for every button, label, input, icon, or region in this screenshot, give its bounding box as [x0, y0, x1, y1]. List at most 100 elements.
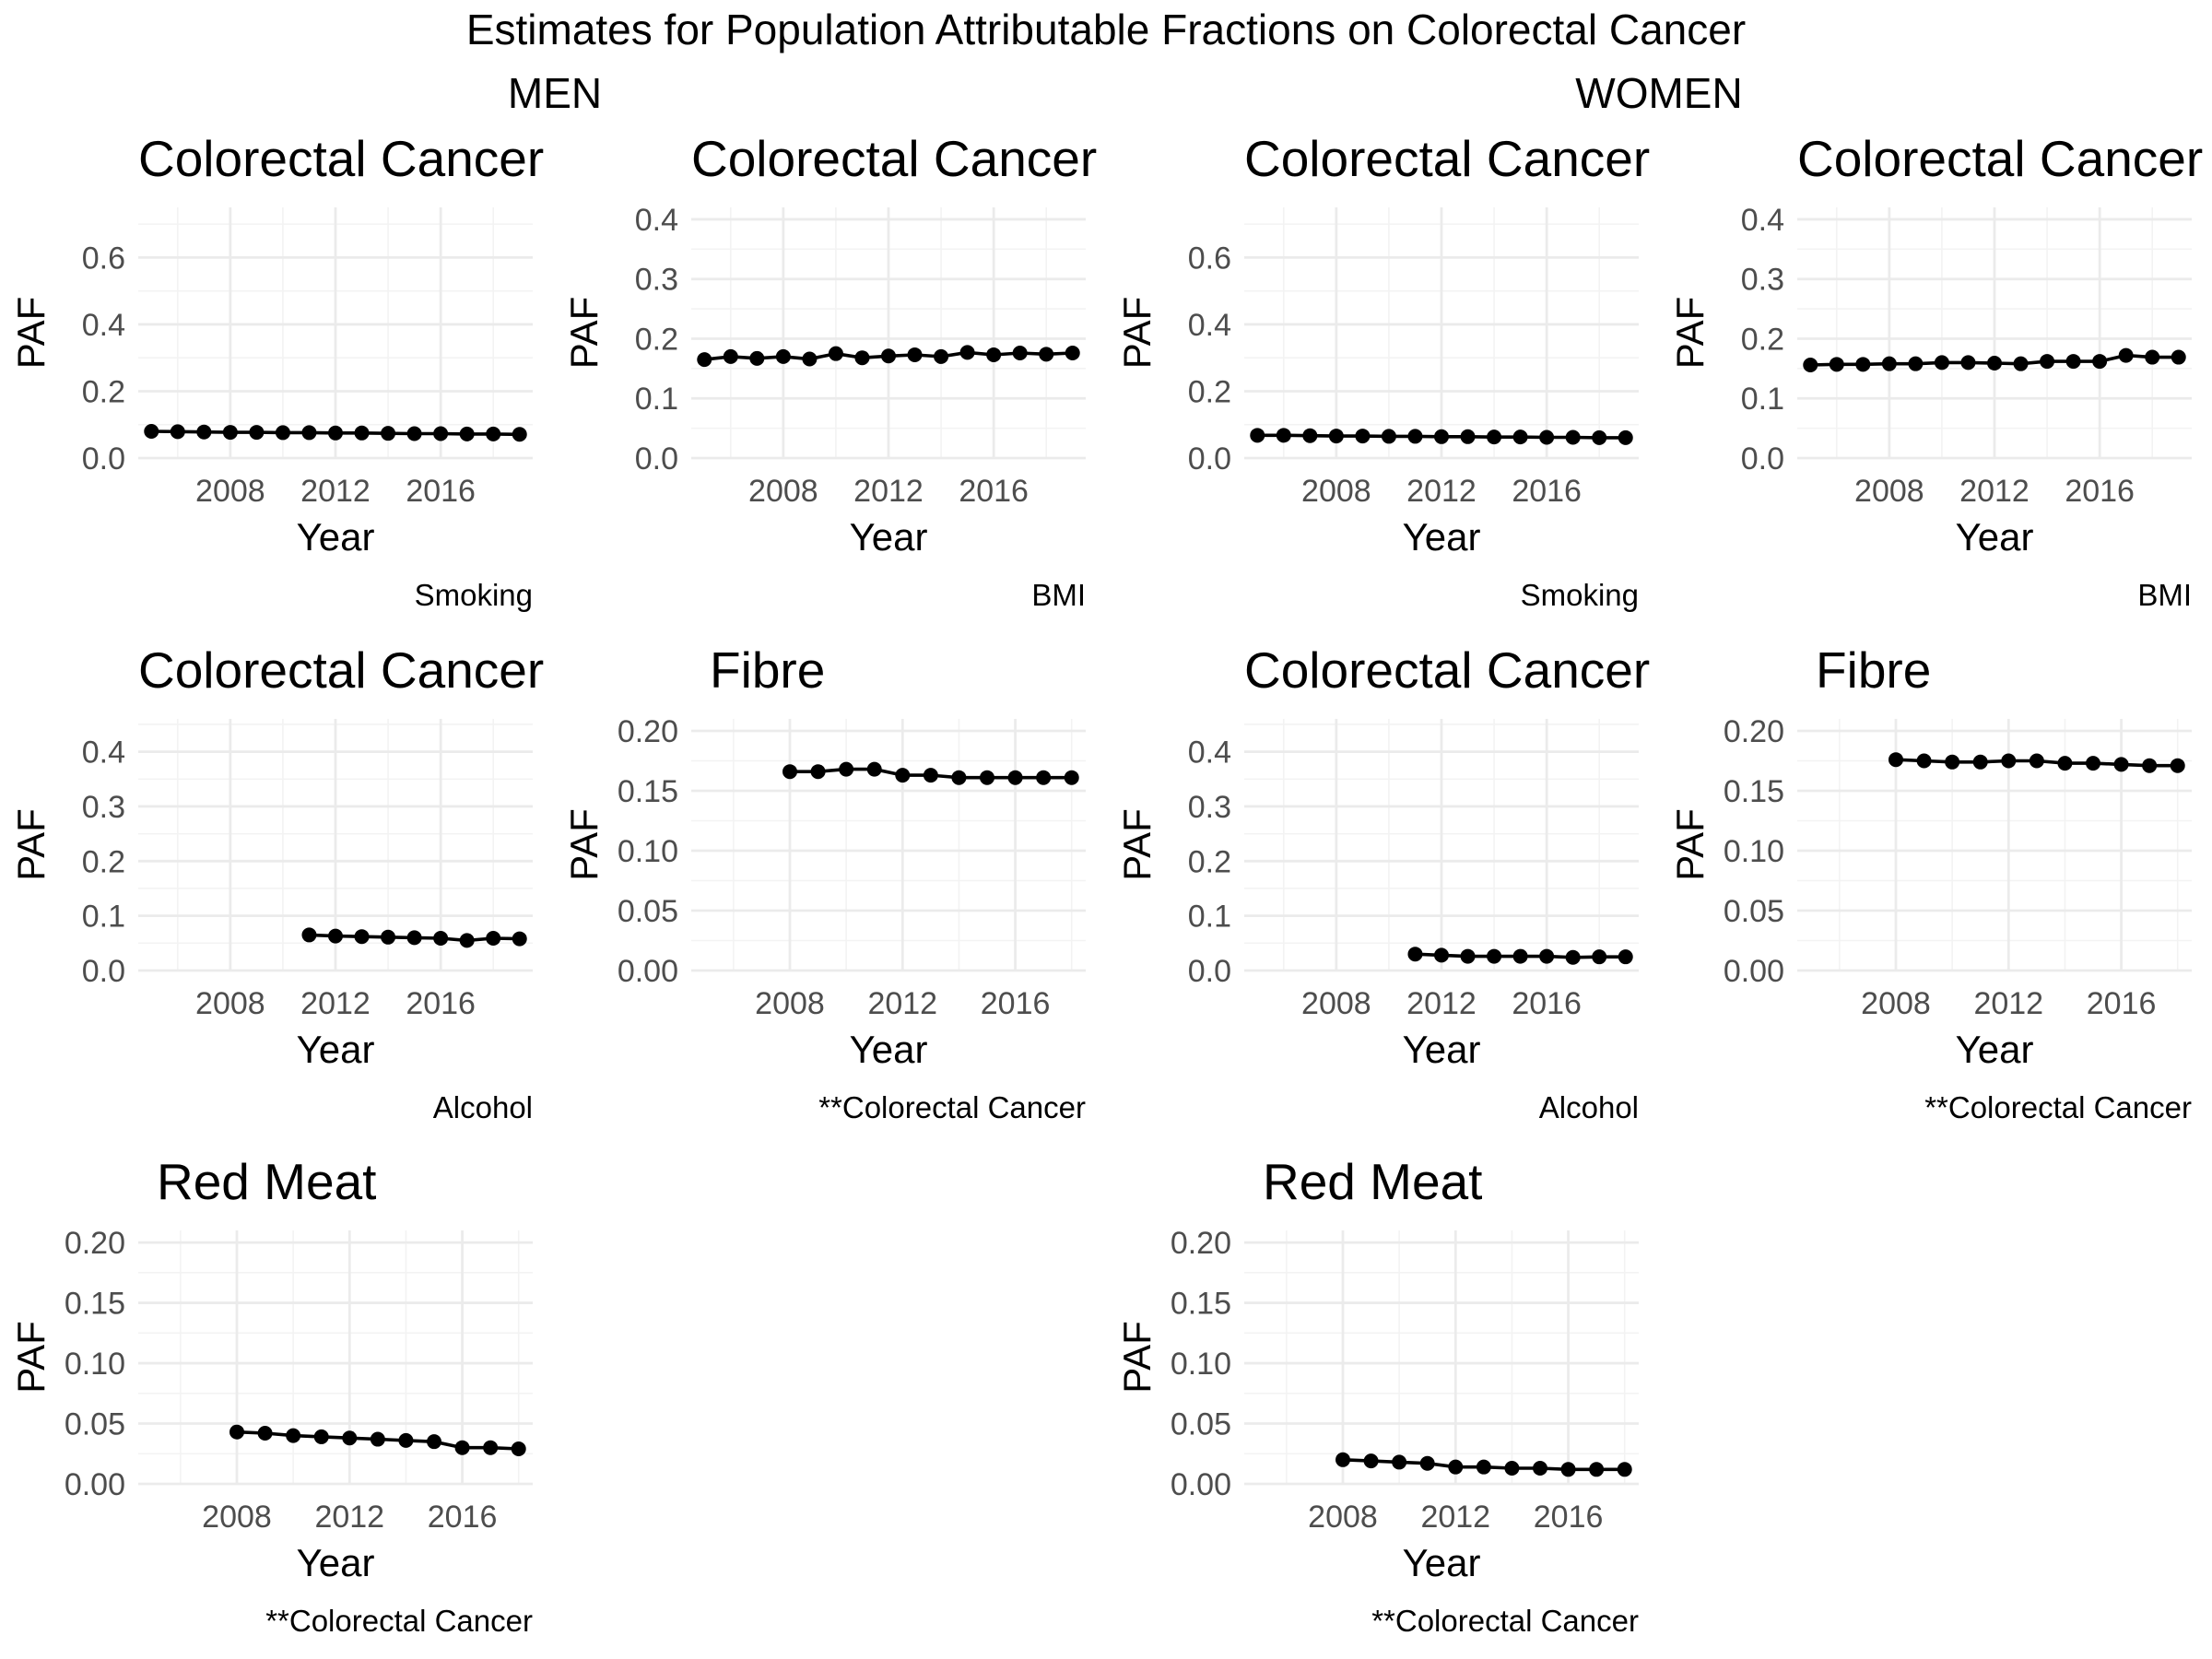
x-tick-label: 2008	[195, 474, 265, 509]
data-point	[1589, 1462, 1605, 1477]
y-axis-label: PAF	[1668, 297, 1712, 370]
y-tick-label: 0.20	[1171, 1226, 1231, 1261]
data-point	[1065, 346, 1080, 361]
data-point	[406, 930, 422, 946]
data-point	[1829, 357, 1844, 372]
data-point	[854, 350, 870, 366]
y-tick-label: 0.20	[1724, 714, 1784, 749]
data-point	[512, 427, 527, 442]
panel-7: 0.0 0.1 0.2 0.3 0.4 2008 2012 2016 Colorectal Ca…	[1115, 641, 1650, 1124]
x-tick-label: 2016	[959, 474, 1029, 509]
data-point	[459, 426, 475, 441]
panel-title: Fibre	[710, 641, 825, 699]
panel-10: 0.00 0.05 0.10 0.15 0.20 2008 2012 2016 Red Meat…	[1115, 1153, 1639, 1638]
data-point	[1487, 948, 1502, 964]
x-axis-label: Year	[850, 1028, 928, 1071]
panel-caption: Smoking	[415, 578, 533, 612]
panel-caption: BMI	[1031, 578, 1086, 612]
data-point	[512, 931, 527, 947]
data-point	[1539, 429, 1555, 445]
x-tick-label: 2008	[195, 986, 265, 1021]
y-tick-label: 0.2	[82, 844, 125, 879]
x-tick-label: 2016	[406, 986, 476, 1021]
data-point	[328, 425, 343, 441]
y-tick-label: 0.1	[1188, 900, 1231, 935]
data-point	[433, 426, 449, 441]
x-tick-label: 2012	[1420, 1500, 1490, 1535]
data-point	[2171, 349, 2186, 365]
x-axis-label: Year	[1956, 515, 2034, 559]
women-group-label: WOMEN	[1575, 69, 1742, 117]
data-point	[2013, 356, 2029, 371]
y-tick-label: 0.2	[635, 322, 678, 357]
y-tick-label: 0.2	[1188, 374, 1231, 409]
data-point	[1407, 429, 1423, 444]
data-point	[1250, 428, 1265, 443]
data-point	[1592, 949, 1607, 965]
panel-8: 0.00 0.05 0.10 0.15 0.20 2008 2012 2016 Fibre Yea…	[1668, 641, 2192, 1124]
y-tick-label: 0.6	[82, 241, 125, 276]
data-point	[1036, 770, 1052, 785]
x-tick-label: 2012	[314, 1500, 384, 1535]
y-tick-label: 0.2	[82, 374, 125, 409]
y-axis-label: PAF	[1668, 808, 1712, 881]
data-point	[1302, 428, 1318, 443]
y-axis-label: PAF	[9, 808, 53, 881]
data-point	[1960, 355, 1976, 371]
y-axis-label: PAF	[1115, 808, 1159, 881]
data-point	[1916, 753, 1932, 769]
x-tick-label: 2012	[867, 986, 937, 1021]
data-point	[1972, 754, 1988, 770]
data-point	[1934, 355, 1949, 371]
data-point	[257, 1426, 273, 1441]
data-point	[1987, 356, 2002, 371]
data-point	[301, 927, 317, 943]
y-tick-label: 0.15	[1724, 774, 1784, 809]
x-tick-label: 2008	[1301, 474, 1371, 509]
panel-title: Colorectal Cancer	[691, 130, 1097, 187]
data-point	[2086, 756, 2100, 771]
x-tick-label: 2008	[1308, 1500, 1378, 1535]
y-tick-label: 0.0	[1741, 441, 1784, 477]
y-tick-label: 0.0	[635, 441, 678, 477]
data-point	[2092, 354, 2108, 370]
panel-caption: **Colorectal Cancer	[818, 1090, 1086, 1124]
y-tick-label: 0.00	[1171, 1467, 1231, 1502]
data-point	[1803, 357, 1818, 372]
data-point	[2029, 753, 2044, 769]
data-point	[381, 426, 396, 441]
y-tick-label: 0.05	[618, 894, 678, 929]
facet-panels: 0.0 0.2 0.4 0.6 2008 2012 2016 Colorectal Cance…	[9, 130, 2203, 1638]
y-axis-label: PAF	[9, 297, 53, 370]
data-point	[328, 928, 343, 944]
x-axis-label: Year	[297, 515, 375, 559]
data-point	[1618, 429, 1633, 445]
data-point	[1039, 347, 1054, 362]
data-point	[1539, 948, 1555, 964]
y-tick-label: 0.4	[82, 308, 125, 343]
y-tick-label: 0.4	[1741, 203, 1784, 238]
panel-title: Red Meat	[157, 1153, 376, 1210]
panel-3: 0.0 0.2 0.4 0.6 2008 2012 2016 Colorectal Cance…	[1115, 130, 1650, 612]
y-tick-label: 0.1	[635, 382, 678, 417]
x-tick-label: 2008	[202, 1500, 272, 1535]
y-tick-label: 0.05	[1171, 1407, 1231, 1442]
x-tick-label: 2008	[1861, 986, 1931, 1021]
data-point	[2001, 753, 2017, 769]
data-point	[398, 1432, 414, 1448]
data-point	[881, 348, 896, 364]
data-point	[342, 1430, 358, 1446]
y-tick-label: 0.3	[1741, 263, 1784, 298]
data-point	[1888, 752, 1903, 768]
y-tick-label: 0.10	[65, 1347, 125, 1382]
data-point	[2170, 758, 2185, 773]
panel-title: Red Meat	[1263, 1153, 1482, 1210]
panel-caption: BMI	[2137, 578, 2192, 612]
data-point	[406, 426, 422, 441]
y-tick-label: 0.20	[65, 1226, 125, 1261]
panel-title: Fibre	[1816, 641, 1931, 699]
panel-caption: **Colorectal Cancer	[1371, 1604, 1639, 1638]
panel-title: Colorectal Cancer	[138, 641, 544, 699]
data-point	[1617, 1462, 1632, 1477]
x-axis-label: Year	[297, 1028, 375, 1071]
